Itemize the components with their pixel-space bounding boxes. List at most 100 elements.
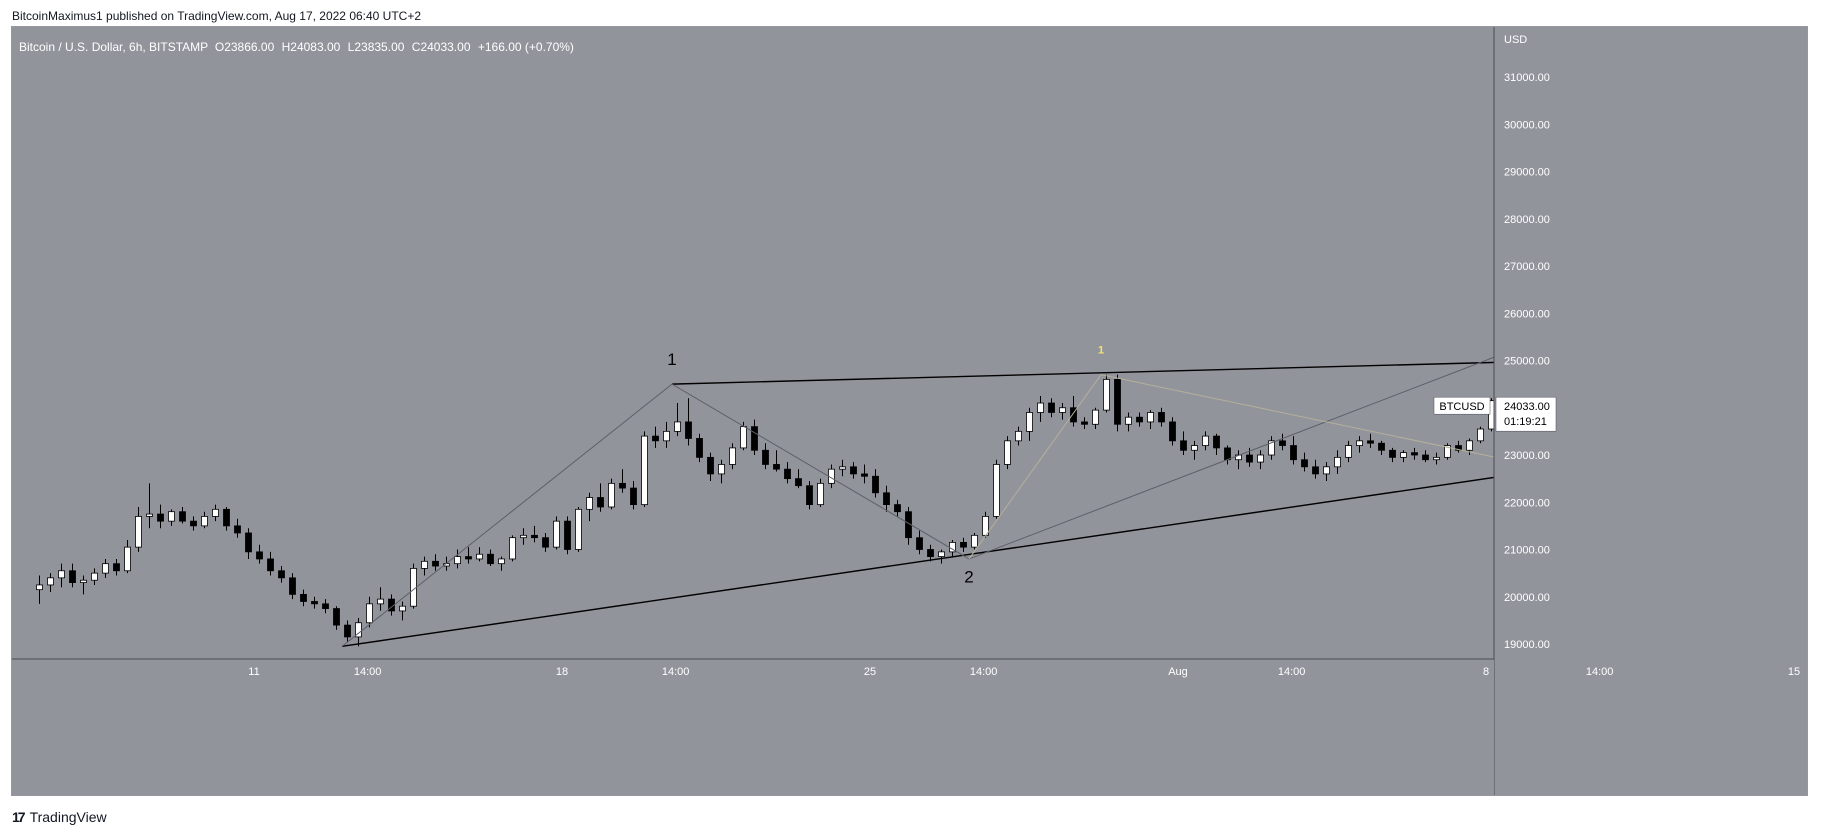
price-tick-label: 31000.00 xyxy=(1504,72,1550,84)
candle-down xyxy=(630,487,637,506)
candle-down xyxy=(1290,445,1297,461)
candle-up xyxy=(102,563,109,574)
candle-up xyxy=(1345,445,1352,458)
candle-down xyxy=(762,449,769,465)
candle-down xyxy=(1213,435,1220,449)
candle-up xyxy=(1103,378,1110,411)
chart-area[interactable]: 123412345USD19000.0020000.0021000.002200… xyxy=(11,26,1808,796)
candle-up xyxy=(553,520,560,548)
candle-down xyxy=(69,570,76,583)
candle-down xyxy=(113,563,120,572)
price-tag-value: 24033.00 xyxy=(1504,401,1550,413)
footer-brand[interactable]: TradingView xyxy=(29,809,107,825)
candle-down xyxy=(872,475,879,494)
candle-up xyxy=(124,546,131,572)
candle-down xyxy=(1422,454,1429,461)
candle-up xyxy=(1268,440,1275,456)
candle-down xyxy=(223,508,230,527)
candle-down xyxy=(784,468,791,480)
candle-up xyxy=(575,508,582,550)
candlestick-chart[interactable]: 123412345USD19000.0020000.0021000.002200… xyxy=(12,27,1807,795)
candle-up xyxy=(36,584,43,591)
candle-up xyxy=(1202,435,1209,446)
candle-up xyxy=(817,482,824,506)
candle-up xyxy=(1433,456,1440,461)
wave-label-small-1: 1 xyxy=(1098,344,1104,356)
candle-up xyxy=(1092,409,1099,425)
price-tag-countdown: 01:19:21 xyxy=(1504,416,1547,428)
time-tick-label: 14:00 xyxy=(662,666,690,678)
candle-up xyxy=(168,511,175,522)
candle-up xyxy=(377,598,384,605)
candle-up xyxy=(454,556,461,565)
time-tick-label: 15 xyxy=(1788,666,1800,678)
candle-down xyxy=(916,537,923,550)
low-value: 23835.00 xyxy=(354,40,405,54)
price-tick-label: 30000.00 xyxy=(1504,119,1550,131)
wave-label-large-1: 1 xyxy=(667,350,676,369)
candle-down xyxy=(795,478,802,487)
open-label: O xyxy=(214,40,225,54)
candle-down xyxy=(1279,440,1286,446)
candle-down xyxy=(487,553,494,565)
candle-down xyxy=(806,485,813,506)
price-tick-label: 22000.00 xyxy=(1504,497,1550,509)
candle-up xyxy=(1444,445,1451,458)
candle-down xyxy=(234,525,241,534)
candle-up xyxy=(993,464,1000,517)
candle-up xyxy=(586,497,593,510)
candle-down xyxy=(465,556,472,560)
candle-down xyxy=(883,492,890,506)
time-tick-label: 18 xyxy=(556,666,568,678)
price-tick-label: 25000.00 xyxy=(1504,356,1550,368)
candle-down xyxy=(542,537,549,548)
open-value: 23866.00 xyxy=(224,40,275,54)
candle-down xyxy=(751,426,758,451)
candle-down xyxy=(850,466,857,475)
price-axis-unit: USD xyxy=(1504,34,1527,46)
candle-down xyxy=(256,551,263,560)
time-tick-label: 8 xyxy=(1483,666,1489,678)
candle-up xyxy=(663,430,670,442)
candle-down xyxy=(861,473,868,477)
candle-up xyxy=(1037,402,1044,413)
candle-up xyxy=(421,560,428,569)
time-tick-label: Aug xyxy=(1168,666,1188,678)
candle-down xyxy=(278,570,285,579)
candle-down xyxy=(1389,449,1396,458)
candle-down xyxy=(1411,452,1418,456)
price-tick-label: 21000.00 xyxy=(1504,545,1550,557)
price-tick-label: 23000.00 xyxy=(1504,450,1550,462)
candle-up xyxy=(91,572,98,581)
candle-up xyxy=(839,466,846,470)
candle-down xyxy=(1114,378,1121,425)
candle-up xyxy=(608,482,615,508)
candle-down xyxy=(960,542,967,548)
candle-up xyxy=(674,421,681,432)
symbol-name: Bitcoin / U.S. Dollar, 6h, BITSTAMP xyxy=(19,40,209,54)
candle-down xyxy=(1246,454,1253,463)
price-tick-label: 19000.00 xyxy=(1504,639,1550,651)
candle-up xyxy=(740,426,747,449)
candle-up xyxy=(1400,452,1407,458)
candle-up xyxy=(938,551,945,557)
time-axis-panel xyxy=(12,659,1494,795)
high-value: 24083.00 xyxy=(290,40,341,54)
candle-down xyxy=(531,534,538,539)
tradingview-logo-icon[interactable]: 17 xyxy=(12,809,26,825)
candle-up xyxy=(1334,456,1341,468)
candle-down xyxy=(300,593,307,602)
candle-down xyxy=(773,464,780,470)
candle-up xyxy=(135,516,142,548)
candle-down xyxy=(179,511,186,522)
candle-up xyxy=(58,570,65,579)
time-tick-label: 14:00 xyxy=(970,666,998,678)
candle-down xyxy=(432,560,439,567)
candle-up xyxy=(1125,416,1132,425)
candle-down xyxy=(1048,402,1055,413)
candle-up xyxy=(355,622,362,638)
time-tick-label: 11 xyxy=(248,666,259,678)
close-value: 24033.00 xyxy=(420,40,471,54)
candle-down xyxy=(289,577,296,595)
candle-down xyxy=(1169,421,1176,442)
